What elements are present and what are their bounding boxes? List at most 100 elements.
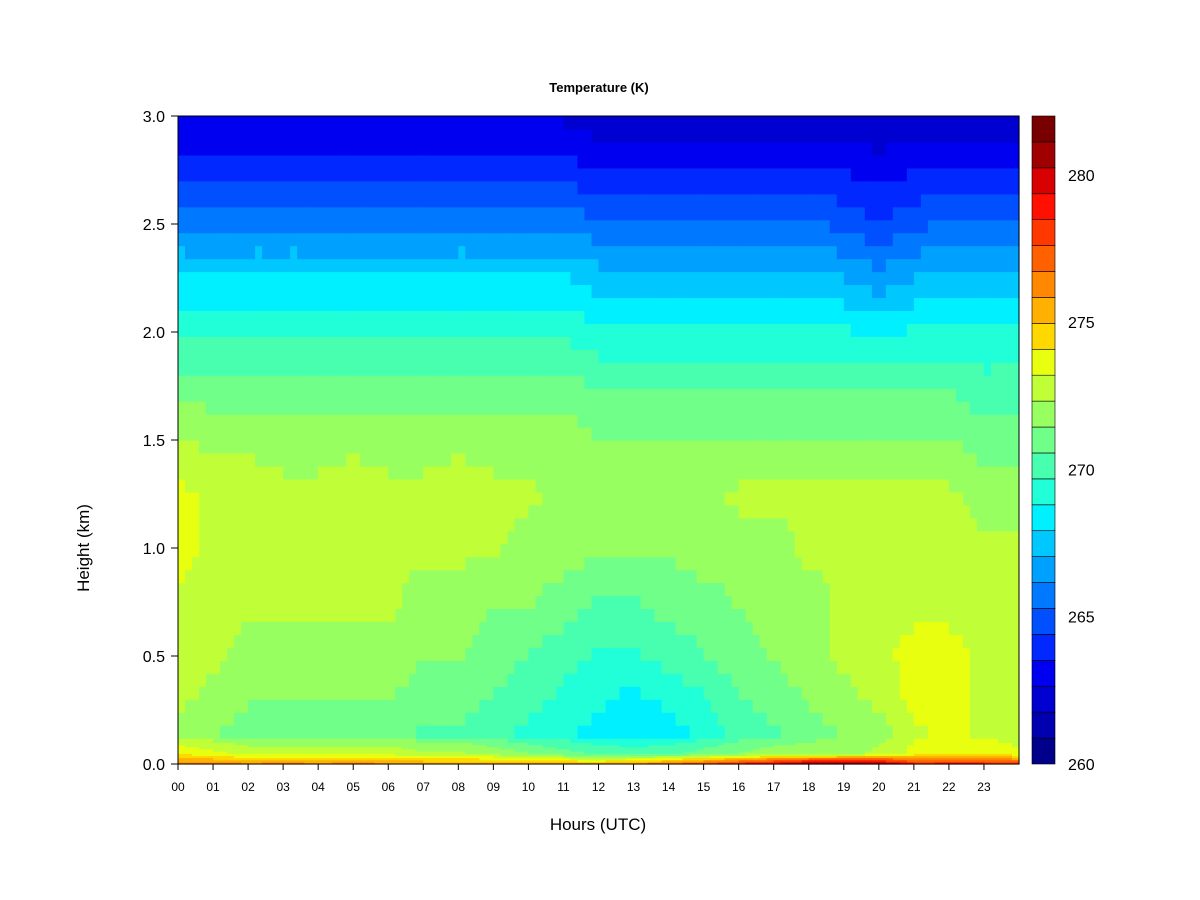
heatmap-cell [521, 725, 530, 739]
heatmap-cell [661, 751, 670, 754]
heatmap-cell [360, 414, 368, 428]
heatmap-cell [199, 660, 207, 674]
heatmap-cell [311, 271, 319, 286]
heatmap-cell [514, 686, 523, 700]
heatmap-cell [661, 401, 670, 415]
heatmap-cell [311, 755, 319, 759]
heatmap-cell [423, 738, 431, 743]
heatmap-cell [472, 738, 480, 743]
heatmap-cell [304, 452, 312, 467]
heatmap-cell [479, 757, 487, 761]
heatmap-cell [234, 621, 242, 635]
heatmap-cell [570, 738, 579, 743]
heatmap-cell [297, 452, 305, 467]
heatmap-cell [458, 465, 466, 480]
heatmap-cell [507, 686, 515, 700]
heatmap-cell [584, 744, 593, 748]
heatmap-cell [241, 543, 249, 558]
heatmap-cell [619, 634, 628, 648]
heatmap-cell [423, 744, 431, 748]
heatmap-cell [255, 465, 263, 480]
heatmap-cell [395, 478, 403, 493]
heatmap-cell [696, 232, 705, 247]
heatmap-cell [619, 569, 628, 584]
heatmap-cell [199, 219, 207, 234]
heatmap-cell [192, 478, 200, 493]
heatmap-cell [486, 128, 494, 143]
heatmap-cell [556, 755, 565, 759]
heatmap-cell [759, 310, 768, 324]
heatmap-cell [276, 725, 284, 739]
heatmap-cell [381, 141, 389, 156]
heatmap-cell [640, 310, 649, 324]
heatmap-cell [241, 362, 249, 376]
heatmap-cell [269, 271, 277, 286]
heatmap-cell [556, 478, 565, 493]
heatmap-cell [759, 742, 768, 746]
heatmap-cell [619, 245, 628, 260]
heatmap-cell [661, 375, 670, 389]
heatmap-cell [703, 517, 712, 532]
heatmap-cell [521, 128, 530, 143]
heatmap-cell [556, 569, 565, 584]
heatmap-cell [717, 323, 726, 337]
heatmap-cell [759, 452, 768, 467]
heatmap-cell [388, 757, 396, 761]
heatmap-cell [500, 491, 508, 506]
heatmap-cell [311, 310, 319, 324]
heatmap-cell [577, 323, 586, 337]
heatmap-cell [381, 440, 389, 454]
heatmap-cell [633, 582, 642, 597]
heatmap-cell [437, 504, 445, 519]
heatmap-cell [682, 491, 691, 506]
heatmap-cell [234, 491, 242, 506]
heatmap-cell [234, 232, 242, 247]
heatmap-cell [521, 206, 530, 221]
heatmap-cell [675, 582, 684, 597]
heatmap-cell [528, 634, 537, 648]
heatmap-cell [395, 465, 403, 480]
heatmap-cell [752, 755, 761, 759]
heatmap-cell [682, 440, 691, 454]
heatmap-cell [325, 232, 333, 247]
heatmap-cell [472, 452, 480, 467]
heatmap-cell [395, 517, 403, 532]
heatmap-cell [353, 452, 361, 467]
heatmap-cell [507, 440, 515, 454]
heatmap-cell [752, 621, 761, 635]
heatmap-cell [423, 141, 431, 156]
heatmap-cell [759, 753, 768, 756]
heatmap-cell [563, 116, 572, 130]
heatmap-cell [500, 167, 508, 182]
heatmap-cell [234, 427, 242, 441]
heatmap-cell [241, 753, 249, 756]
heatmap-cell [465, 478, 473, 493]
heatmap-cell [213, 530, 221, 545]
heatmap-cell [178, 310, 186, 324]
heatmap-cell [752, 504, 761, 519]
heatmap-cell [409, 478, 417, 493]
heatmap-cell [619, 556, 628, 571]
heatmap-cell [311, 452, 319, 467]
heatmap-cell [521, 388, 530, 402]
heatmap-cell [528, 128, 537, 143]
heatmap-cell [185, 388, 193, 402]
heatmap-cell [584, 452, 593, 467]
heatmap-cell [290, 725, 298, 739]
heatmap-cell [647, 517, 656, 532]
heatmap-cell [409, 699, 417, 713]
heatmap-cell [472, 478, 480, 493]
heatmap-cell [549, 517, 558, 532]
heatmap-cell [738, 388, 747, 402]
heatmap-cell [374, 647, 382, 661]
heatmap-cell [227, 491, 235, 506]
heatmap-cell [332, 219, 340, 234]
heatmap-cell [696, 323, 705, 337]
heatmap-cell [633, 284, 642, 299]
heatmap-cell [213, 116, 221, 130]
heatmap-cell [192, 297, 200, 311]
heatmap-cell [416, 595, 424, 610]
heatmap-cell [766, 621, 775, 635]
heatmap-cell [458, 336, 466, 350]
heatmap-cell [598, 258, 607, 273]
